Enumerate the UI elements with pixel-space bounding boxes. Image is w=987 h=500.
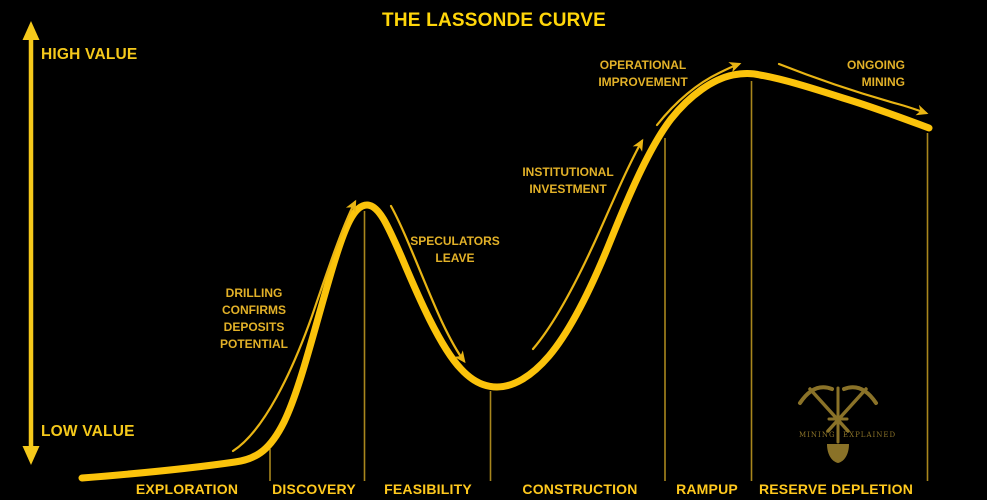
annotation-operational-improvement: OPERATIONAL IMPROVEMENT (598, 57, 687, 91)
annotation-line: LEAVE (435, 251, 475, 265)
annotation-arrows (231, 62, 929, 453)
stage-label-exploration: EXPLORATION (135, 481, 239, 497)
low-value-label: LOW VALUE (41, 423, 135, 440)
chart-title: THE LASSONDE CURVE (382, 10, 606, 31)
annotation-line: ONGOING (846, 58, 905, 72)
stage-divider-lines (269, 81, 929, 481)
y-axis-arrowhead-up (22, 21, 40, 40)
stage-label-feasibility: FEASIBILITY (384, 481, 472, 497)
pickaxe-head-left-icon (798, 385, 834, 405)
stage-label-construction: CONSTRUCTION (522, 481, 638, 497)
annotation-line: SPECULATORS (410, 234, 500, 248)
y-axis-arrowhead-down (22, 446, 40, 465)
logo-text-mining: MINING (799, 431, 836, 439)
stage-label-reserve-depletion: RESERVE DEPLETION (758, 481, 914, 497)
annotation-line: MINING (861, 75, 905, 89)
annotation-ongoing-mining: ONGOING MINING (847, 57, 905, 91)
annotation-line: DRILLING (225, 286, 283, 300)
annotation-line: OPERATIONAL (599, 58, 687, 72)
operational-improvement-arrow (655, 62, 742, 127)
drilling-arrow (231, 199, 357, 453)
annotation-line: INSTITUTIONAL (522, 165, 614, 179)
stage-label-discovery: DISCOVERY (272, 481, 356, 497)
high-value-label: HIGH VALUE (41, 46, 138, 63)
shovel-blade-icon (827, 444, 849, 463)
annotation-line: CONFIRMS (222, 303, 286, 317)
value-curve (78, 70, 933, 482)
pickaxe-handle-right-icon (826, 387, 868, 433)
annotation-line: DEPOSITS (223, 320, 285, 334)
ongoing-mining-arrow (777, 62, 929, 116)
annotation-line: INVESTMENT (529, 182, 607, 196)
annotation-institutional-investment: INSTITUTIONAL INVESTMENT (522, 164, 613, 198)
annotation-drilling: DRILLING CONFIRMS DEPOSITS POTENTIAL (220, 285, 288, 353)
pickaxe-handle-left-icon (808, 387, 850, 433)
pickaxe-head-right-icon (842, 385, 878, 405)
annotation-speculators-leave: SPECULATORS LEAVE (410, 233, 500, 267)
stage-label-rampup: RAMPUP (676, 481, 738, 497)
y-axis-arrow (22, 21, 40, 465)
speculators-leave-arrow (389, 204, 466, 364)
annotation-line: IMPROVEMENT (598, 75, 688, 89)
mining-explained-logo (798, 385, 878, 463)
logo-text-explained: EXPLAINED (843, 431, 897, 439)
annotation-line: POTENTIAL (220, 337, 288, 351)
institutional-investment-arrow (531, 138, 644, 351)
